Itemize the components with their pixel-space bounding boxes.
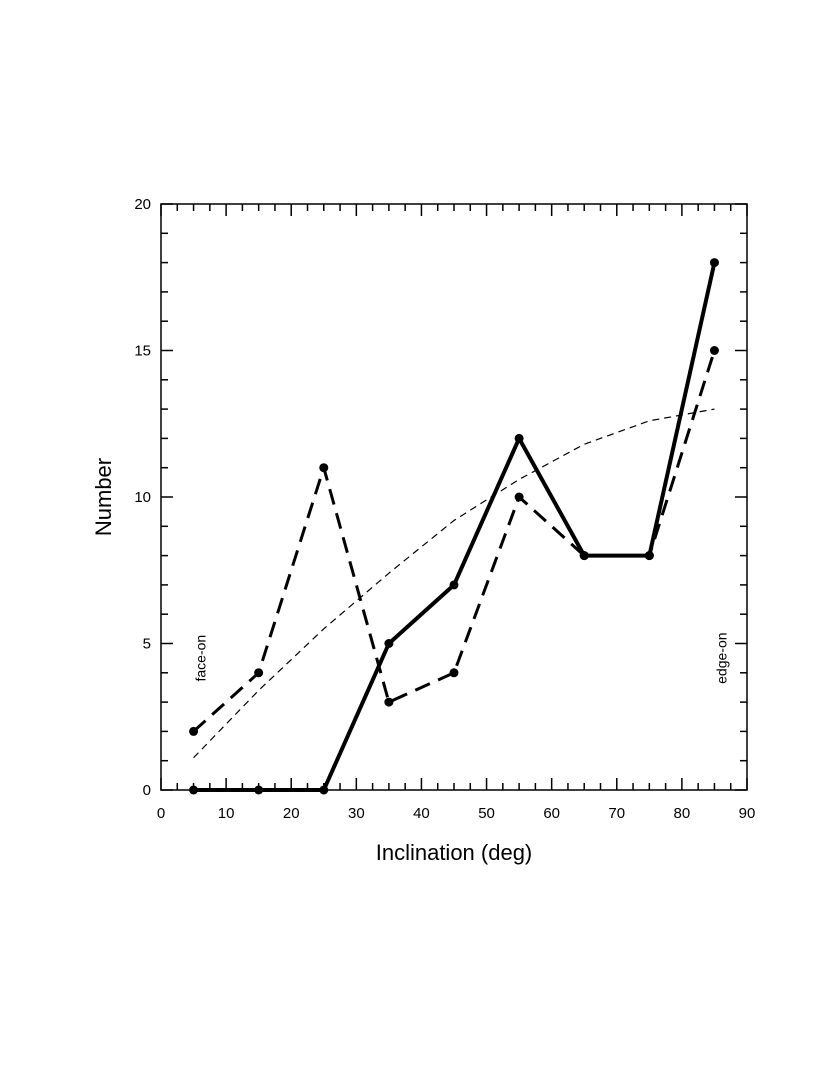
series-2-point: [189, 726, 199, 736]
x-tick-label: 50: [478, 805, 495, 822]
x-tick-label: 0: [157, 805, 165, 822]
series-3-line: [193, 408, 715, 759]
x-tick-label: 60: [543, 805, 560, 822]
series-1-line: [193, 262, 717, 792]
annotation-edge-on: edge-on: [713, 632, 729, 683]
series-layer: [189, 258, 719, 795]
series-2-point: [514, 492, 524, 502]
series-2-point: [319, 463, 329, 473]
series-2-point: [709, 346, 719, 355]
series-1-point: [514, 433, 524, 443]
x-tick-label: 40: [413, 805, 430, 822]
annotations: face-on edge-on: [193, 632, 730, 683]
series-1-point: [189, 785, 199, 795]
x-axis-title: Inclination (deg): [376, 840, 533, 865]
x-tick-label: 20: [283, 805, 300, 822]
x-tick-label: 90: [739, 805, 756, 822]
y-tick-label: 20: [134, 196, 151, 213]
y-axis-title: Number: [91, 458, 116, 536]
series-2-point: [254, 668, 264, 678]
annotation-face-on: face-on: [193, 635, 209, 682]
series-1-point: [254, 785, 264, 795]
series-1-point: [449, 580, 459, 590]
x-tick-label: 80: [674, 805, 691, 822]
x-tick-label: 70: [608, 805, 625, 822]
series-1-point: [319, 785, 329, 795]
x-tick-label: 10: [218, 805, 235, 822]
y-tick-label: 0: [143, 782, 151, 799]
series-1-point: [384, 639, 394, 648]
plot-frame: [160, 203, 748, 791]
series-2-point: [644, 551, 654, 561]
series-2-point: [384, 697, 394, 707]
y-tick-label: 5: [143, 636, 151, 653]
axis-ticks: [160, 203, 748, 791]
series-2-point: [579, 551, 589, 561]
x-tick-label: 30: [348, 805, 365, 822]
y-tick-label: 15: [134, 343, 151, 360]
series-1-point: [709, 258, 719, 268]
y-tick-label: 10: [134, 489, 151, 506]
series-2-line: [192, 350, 716, 733]
tick-labels: 0 10 20 30 40 50 60 70 80 90 0 5 10 15 20: [134, 196, 755, 822]
series-2-point: [449, 668, 459, 678]
